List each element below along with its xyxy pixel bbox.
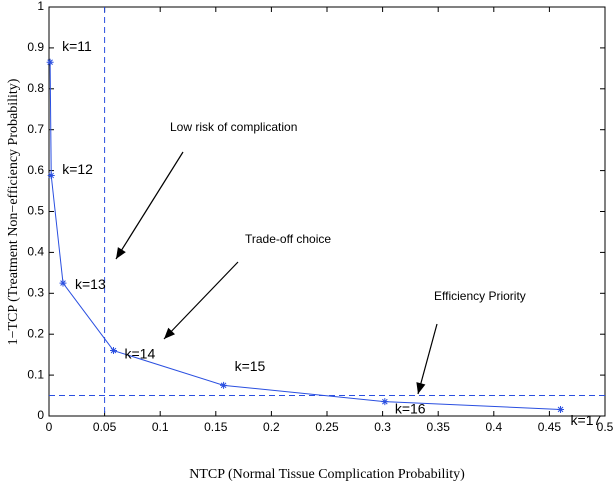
x-tick-label: 0	[46, 420, 53, 434]
y-tick-label: 0.6	[27, 163, 44, 177]
x-axis-label: NTCP (Normal Tissue Complication Probabi…	[189, 467, 465, 482]
x-tick-label: 0.35	[427, 420, 451, 434]
arrow-head	[164, 327, 176, 339]
point-label: k=12	[62, 161, 93, 177]
arrow-shaft	[163, 261, 239, 340]
marker	[381, 398, 389, 406]
y-tick-label: 1	[37, 0, 44, 13]
point-label: k=13	[75, 276, 106, 292]
y-tick-label: 0.9	[27, 40, 44, 54]
arrow-head	[116, 247, 126, 259]
annotation: Low risk of complication	[170, 120, 297, 134]
marker	[557, 405, 565, 413]
marker	[59, 279, 67, 287]
x-tick-label: 0.1	[152, 420, 169, 434]
arrow-shaft	[115, 151, 184, 260]
x-tick-label: 0.25	[315, 420, 339, 434]
marker	[47, 172, 55, 180]
marker	[109, 347, 117, 355]
y-tick-label: 0.4	[27, 245, 44, 259]
x-tick-label: 0.4	[485, 420, 502, 434]
annotation: Trade-off choice	[245, 232, 331, 246]
y-tick-label: 0.8	[27, 81, 44, 95]
marker	[220, 381, 228, 389]
y-axis-label: 1−TCP (Treatment Non−efficiency Probabil…	[6, 78, 21, 345]
point-label: k=11	[62, 38, 92, 54]
y-tick-label: 0.7	[27, 122, 44, 136]
point-label: k=17	[571, 412, 602, 428]
y-tick-label: 0.3	[27, 285, 44, 299]
y-tick-label: 0	[37, 408, 44, 422]
y-tick-label: 0.5	[27, 204, 44, 218]
x-tick-label: 0.05	[93, 420, 117, 434]
y-tick-label: 0.2	[27, 326, 44, 340]
x-tick-label: 0.15	[204, 420, 228, 434]
point-label: k=16	[395, 400, 426, 416]
y-tick-label: 0.1	[27, 367, 44, 381]
x-tick-label: 0.5	[597, 420, 614, 434]
arrow-shaft	[417, 323, 438, 395]
arrow-head	[416, 382, 426, 394]
marker	[46, 58, 54, 66]
point-label: k=15	[235, 358, 266, 374]
x-tick-label: 0.3	[374, 420, 391, 434]
annotation: Efficiency Priority	[434, 289, 526, 303]
x-tick-label: 0.2	[263, 420, 280, 434]
point-label: k=14	[124, 345, 155, 361]
x-tick-label: 0.45	[538, 420, 562, 434]
